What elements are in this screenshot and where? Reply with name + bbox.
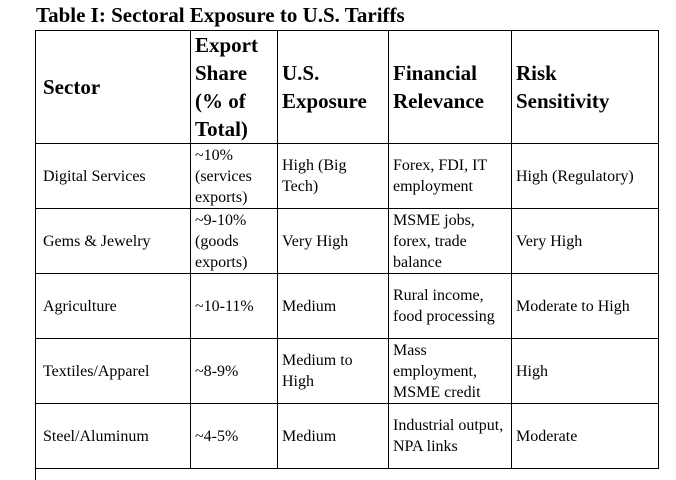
table-cell: Steel/Aluminum xyxy=(35,403,191,469)
table-cell: High (Regulatory) xyxy=(511,143,659,209)
table-cell: ~8-9% xyxy=(190,338,278,404)
header-row: Sector Export Share (% of Total) U.S. Expo… xyxy=(35,30,659,144)
table-cell: ~4-5% xyxy=(190,403,278,469)
table-cell: Industrial output, NPA links xyxy=(388,403,512,469)
table-body: Digital Services ~10% (services exports) H… xyxy=(35,143,659,469)
table-cell: Agriculture xyxy=(35,273,191,339)
table-cell: MSME jobs, forex, trade balance xyxy=(388,208,512,274)
table-cell: Moderate to High xyxy=(511,273,659,339)
table-row: Agriculture ~10-11% Medium Rural income, fo… xyxy=(35,273,659,339)
table-title: Table I: Sectoral Exposure to U.S. Tarif… xyxy=(36,3,405,27)
table-cell: Rural income, food processing xyxy=(388,273,512,339)
table-cell: Gems & Jewelry xyxy=(35,208,191,274)
column-header: Financial Relevance xyxy=(388,30,512,144)
table-cell: Digital Services xyxy=(35,143,191,209)
table-cell: ~10% (services exports) xyxy=(190,143,278,209)
table-row: Gems & Jewelry ~9-10% (goods exports) Very… xyxy=(35,208,659,274)
table-row: Steel/Aluminum ~4-5% Medium Industrial outp… xyxy=(35,403,659,469)
table-cell: Moderate xyxy=(511,403,659,469)
exposure-table: Sector Export Share (% of Total) U.S. Expo… xyxy=(35,30,659,469)
table-cell: Medium to High xyxy=(277,338,389,404)
table-row: Digital Services ~10% (services exports) H… xyxy=(35,143,659,209)
table-cell: High xyxy=(511,338,659,404)
column-header: Risk Sensitivity xyxy=(511,30,659,144)
table-cell: ~9-10% (goods exports) xyxy=(190,208,278,274)
table-row: Textiles/Apparel ~8-9% Medium to High Mass … xyxy=(35,338,659,404)
table-cell: Mass employment, MSME credit xyxy=(388,338,512,404)
column-header: U.S. Exposure xyxy=(277,30,389,144)
table-cell: Medium xyxy=(277,273,389,339)
table-cell: Very High xyxy=(277,208,389,274)
column-header: Sector xyxy=(35,30,191,144)
table-cell: Medium xyxy=(277,403,389,469)
border-line xyxy=(35,466,36,480)
table-cell: Forex, FDI, IT employment xyxy=(388,143,512,209)
table-cell: Textiles/Apparel xyxy=(35,338,191,404)
column-header: Export Share (% of Total) xyxy=(190,30,278,144)
table-cell: Very High xyxy=(511,208,659,274)
table-cell: ~10-11% xyxy=(190,273,278,339)
table-cell: High (Big Tech) xyxy=(277,143,389,209)
